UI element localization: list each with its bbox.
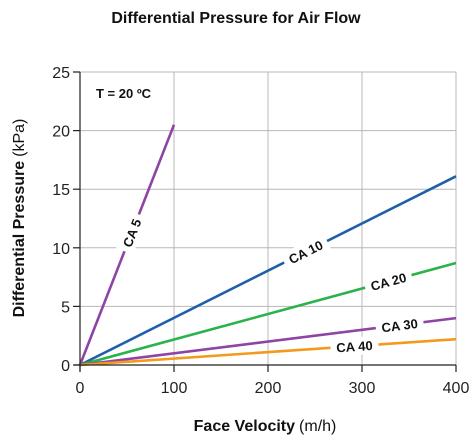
series-line-ca-10 [79,175,457,367]
y-tick-label: 10 [52,241,70,258]
annotation-box [88,82,164,104]
y-axis-title: Differential Pressure (kPa) [11,119,28,318]
y-tick-label: 0 [61,358,70,375]
series-label: CA 30 [381,316,419,335]
series-label-bg [280,232,332,271]
x-tick-label: 200 [255,380,282,397]
x-tick-label: 0 [76,380,85,397]
x-axis-title-unit: (m/h) [299,418,336,435]
y-axis-title-main: Differential Pressure [11,161,28,318]
series-label-bg [374,313,425,338]
grid [80,71,457,365]
series-label-group: CA 40 [329,335,380,357]
x-axis-title-main: Face Velocity [194,418,295,435]
series-label-bg [362,266,414,297]
series-label: CA 40 [336,338,373,355]
y-tick-label: 5 [61,299,70,316]
series-label-bg [116,211,148,255]
x-tick-label: 100 [161,380,188,397]
series-label-group: CA 10 [280,232,332,271]
series-label-group: CA 30 [374,313,425,338]
chart-title: Differential Pressure for Air Flow [111,10,361,27]
x-axis-title: Face Velocity (m/h) [194,418,337,435]
y-tick-label: 25 [52,65,70,82]
axes [73,71,457,372]
x-tick-label: 400 [443,380,470,397]
tick-labels: 0 5 10 15 20 25 0 100 200 300 400 [52,65,469,397]
series-line-ca-40 [79,337,457,367]
series-label-group: CA 20 [362,266,414,297]
series-label-bg [329,335,380,357]
y-tick-label: 20 [52,124,70,141]
temperature-annotation: T = 20 ºC [96,86,152,101]
y-tick-label: 15 [52,182,70,199]
y-axis-title-unit: (kPa) [11,119,28,157]
x-tick-label: 300 [349,380,376,397]
